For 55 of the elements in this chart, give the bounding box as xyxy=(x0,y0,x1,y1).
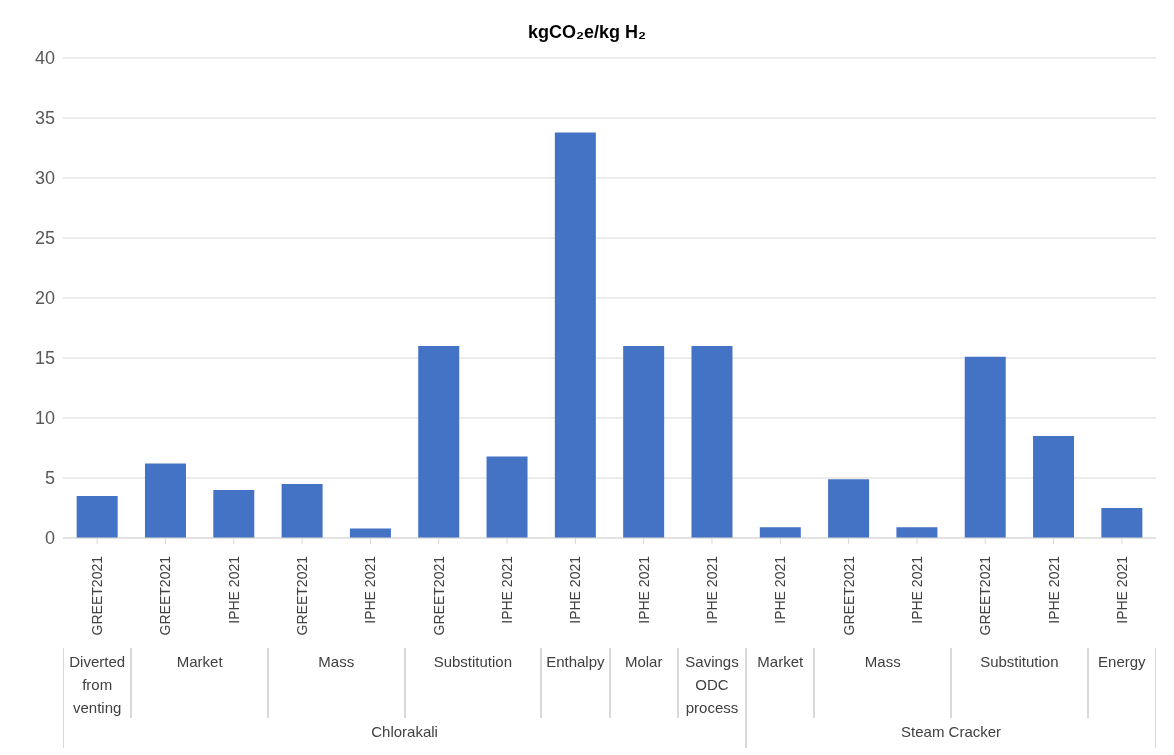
x-tick-label: IPHE 2021 xyxy=(703,555,720,624)
text: Molar xyxy=(609,648,678,718)
text: Savings ODC process xyxy=(677,648,747,718)
bar xyxy=(213,490,255,538)
x-tick-label: GREET2021 xyxy=(840,555,857,636)
y-tick-label: 5 xyxy=(44,468,55,489)
x-tick-label: GREET2021 xyxy=(294,555,311,636)
x-tick-label: IPHE 2021 xyxy=(635,555,652,624)
y-tick-label: 20 xyxy=(34,288,55,309)
x-tick-label: IPHE 2021 xyxy=(1045,555,1062,624)
text: Mass xyxy=(267,648,405,718)
y-tick-label: 40 xyxy=(34,48,55,69)
text: Market xyxy=(131,648,268,718)
bar xyxy=(349,528,391,538)
bar xyxy=(418,346,460,538)
x-tick-label: IPHE 2021 xyxy=(499,555,516,624)
y-tick-label: 10 xyxy=(34,408,55,429)
y-tick-label: 0 xyxy=(44,528,55,549)
y-tick-label: 15 xyxy=(34,348,55,369)
text: Substitution xyxy=(951,648,1088,718)
text: Diverted from venting xyxy=(63,648,132,718)
x-tick-label: GREET2021 xyxy=(430,555,447,636)
y-tick-label: 25 xyxy=(34,228,55,249)
bar xyxy=(281,484,323,538)
bar xyxy=(1033,436,1075,538)
y-tick-label: 30 xyxy=(34,168,55,189)
bar xyxy=(759,527,801,538)
x-tick-label: IPHE 2021 xyxy=(1113,555,1130,624)
text: Energy xyxy=(1087,648,1156,718)
text: Mass xyxy=(814,648,952,718)
bar xyxy=(1101,508,1143,538)
x-tick-label: IPHE 2021 xyxy=(362,555,379,624)
x-tick-label: GREET2021 xyxy=(977,555,994,636)
x-tick-label: GREET2021 xyxy=(89,555,106,636)
text: Steam Cracker xyxy=(746,718,1156,748)
text: Substitution xyxy=(404,648,542,718)
y-tick-label: 35 xyxy=(34,108,55,129)
x-tick-label: IPHE 2021 xyxy=(908,555,925,624)
bar xyxy=(623,346,665,538)
text: Enthalpy xyxy=(541,648,610,718)
text: Market xyxy=(746,648,815,718)
bar xyxy=(76,496,118,538)
bar xyxy=(964,356,1006,538)
x-tick-label: IPHE 2021 xyxy=(772,555,789,624)
x-tick-label: GREET2021 xyxy=(157,555,174,636)
text: Chlorakali xyxy=(63,718,747,748)
x-tick-label: IPHE 2021 xyxy=(567,555,584,624)
bar xyxy=(486,456,528,538)
bar xyxy=(896,527,938,538)
bar xyxy=(691,346,733,538)
bar xyxy=(828,479,870,538)
chart-title: kgCO₂e/kg H₂ xyxy=(527,21,647,44)
bar xyxy=(144,463,186,538)
bar xyxy=(554,132,596,538)
x-tick-label: IPHE 2021 xyxy=(225,555,242,624)
